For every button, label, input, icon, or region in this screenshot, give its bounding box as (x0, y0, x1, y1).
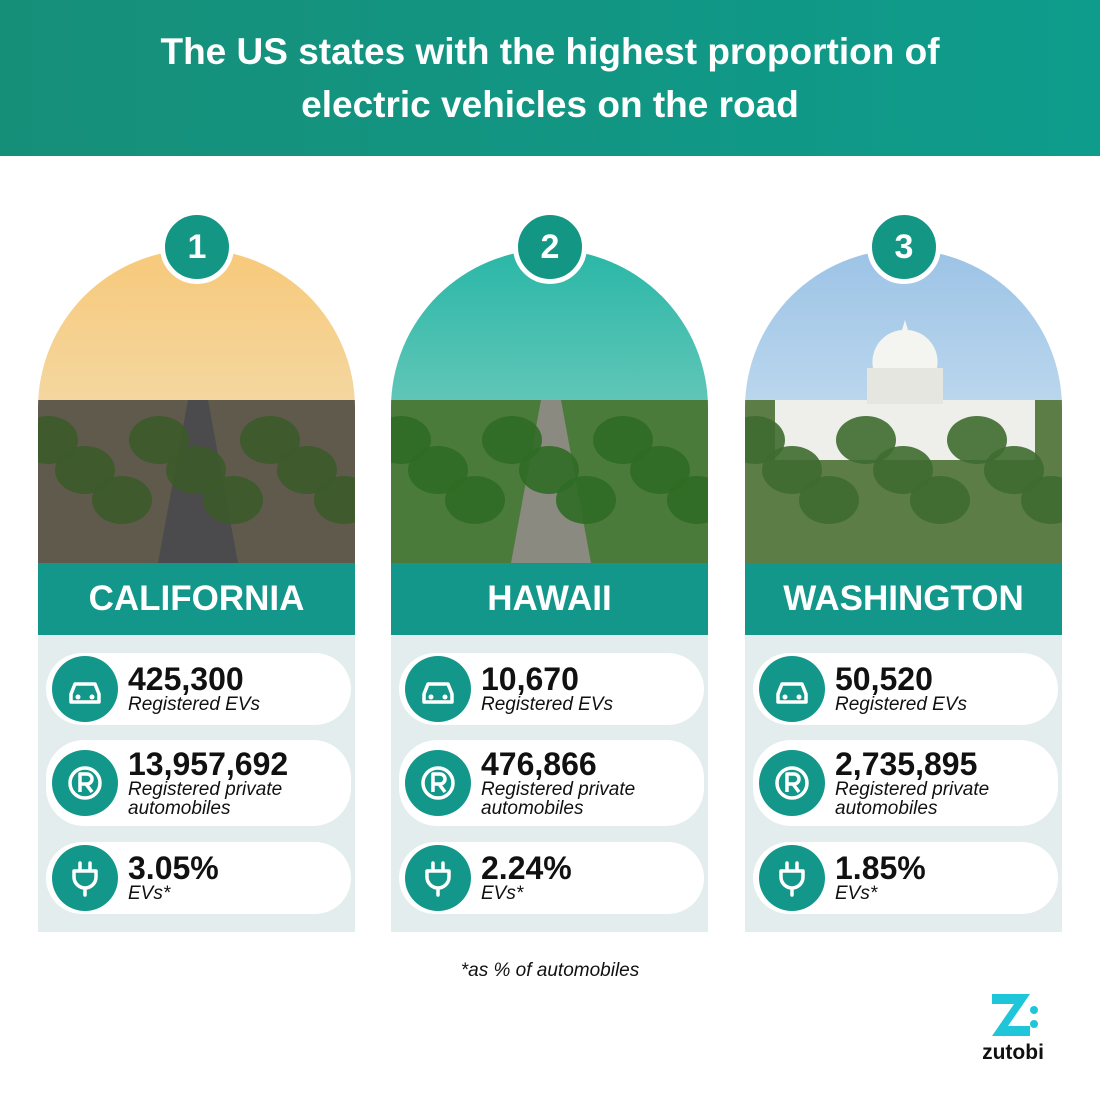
stat-icon (52, 845, 118, 911)
state-card: 2 HAWAII 10,670 Registered EVs 476,866 Regist… (391, 210, 708, 932)
stat-label: EVs* (481, 883, 524, 904)
stat-text: 50,520 Registered EVs (835, 663, 1044, 714)
logo-text: zutobi (982, 1041, 1044, 1064)
stat-value: 13,957,692 (128, 746, 289, 782)
stat-pill: 425,300 Registered EVs (46, 653, 351, 725)
stat-pill: 476,866 Registered private automobiles (399, 740, 704, 826)
stat-icon (759, 750, 825, 816)
state-photo (391, 250, 708, 563)
state-photo (745, 250, 1062, 563)
stat-icon (405, 845, 471, 911)
stat-pill: 2,735,895 Registered private automobiles (753, 740, 1058, 826)
stat-pill: 50,520 Registered EVs (753, 653, 1058, 725)
state-banner: CALIFORNIA (38, 563, 355, 635)
logo-mark (992, 994, 1038, 1036)
state-card: 3 WASHINGTON 50,520 Registered EVs 2,735,895… (745, 210, 1062, 932)
stat-pill: 1.85% EVs* (753, 842, 1058, 914)
stat-icon (52, 750, 118, 816)
title: The US states with the highest proportio… (160, 31, 940, 125)
state-photo (38, 250, 355, 563)
stat-icon (52, 656, 118, 722)
stat-label: Registered EVs (128, 694, 261, 715)
stat-value: 50,520 (835, 661, 933, 697)
stat-value: 10,670 (481, 661, 579, 697)
footnote: *as % of automobiles (460, 960, 640, 981)
stat-text: 3.05% EVs* (128, 852, 337, 903)
stat-value: 3.05% (128, 850, 219, 886)
logo: zutobi (978, 990, 1048, 1065)
stat-pill: 10,670 Registered EVs (399, 653, 704, 725)
stat-icon (405, 750, 471, 816)
state-banner: HAWAII (391, 563, 708, 635)
stat-icon (759, 845, 825, 911)
rank-badge: 2 (513, 210, 587, 284)
stat-value: 476,866 (481, 746, 597, 782)
stat-label: Registered private automobiles (481, 779, 636, 819)
stat-text: 2.24% EVs* (481, 852, 690, 903)
stat-label: Registered EVs (835, 694, 968, 715)
stat-value: 2.24% (481, 850, 572, 886)
stat-icon (405, 656, 471, 722)
stat-label: EVs* (128, 883, 171, 904)
stat-text: 476,866 Registered private automobiles (481, 748, 690, 818)
state-banner: WASHINGTON (745, 563, 1062, 635)
stat-text: 10,670 Registered EVs (481, 663, 690, 714)
stat-label: EVs* (835, 883, 878, 904)
stat-value: 425,300 (128, 661, 244, 697)
stat-pill: 13,957,692 Registered private automobiles (46, 740, 351, 826)
stat-pill: 3.05% EVs* (46, 842, 351, 914)
stat-icon (759, 656, 825, 722)
stat-text: 2,735,895 Registered private automobiles (835, 748, 1044, 818)
stat-label: Registered EVs (481, 694, 614, 715)
rank-badge: 3 (867, 210, 941, 284)
stat-text: 1.85% EVs* (835, 852, 1044, 903)
stat-text: 425,300 Registered EVs (128, 663, 337, 714)
stat-label: Registered private automobiles (835, 779, 990, 819)
stat-value: 1.85% (835, 850, 926, 886)
stat-label: Registered private automobiles (128, 779, 283, 819)
stat-pill: 2.24% EVs* (399, 842, 704, 914)
state-card: 1 CALIFORNIA 425,300 Registered EVs 13,957,6… (38, 210, 355, 932)
stat-text: 13,957,692 Registered private automobiles (128, 748, 337, 818)
rank-badge: 1 (160, 210, 234, 284)
header: The US states with the highest proportio… (0, 0, 1100, 156)
stat-value: 2,735,895 (835, 746, 978, 782)
